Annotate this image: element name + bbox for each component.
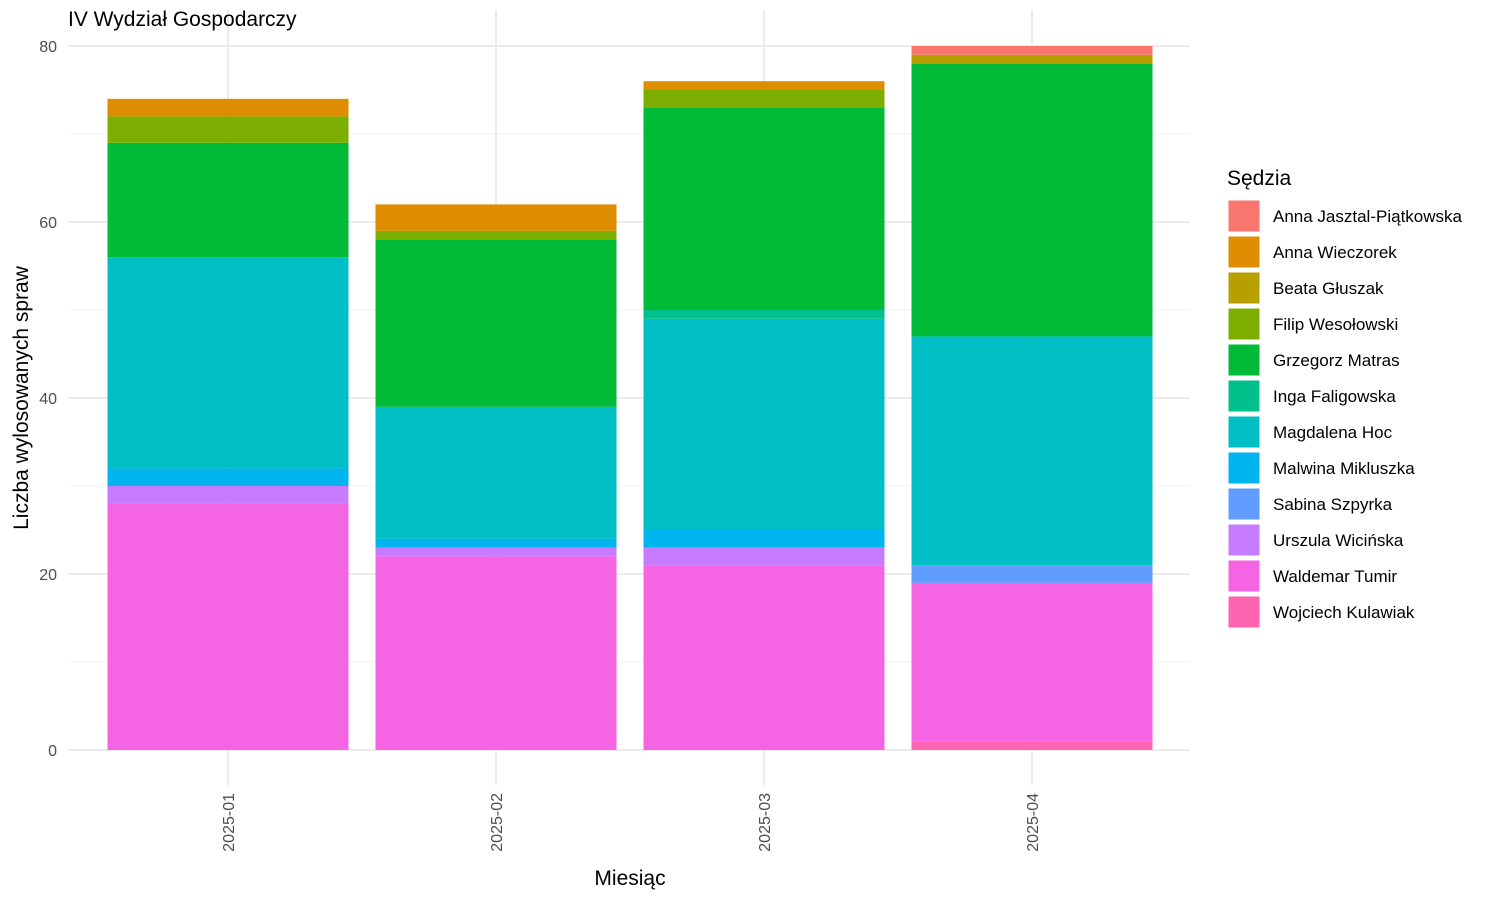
- x-tick-label: 2025-04: [1025, 793, 1042, 852]
- bar-segment: [911, 565, 1153, 583]
- bar-segment: [643, 565, 885, 750]
- legend-label: Anna Wieczorek: [1273, 243, 1397, 262]
- legend-key: [1227, 271, 1261, 305]
- legend-key: [1227, 523, 1261, 557]
- bar-segment: [911, 582, 1153, 742]
- legend-key: [1227, 559, 1261, 593]
- legend-key: [1227, 595, 1261, 629]
- legend-label: Wojciech Kulawiak: [1273, 603, 1415, 622]
- bar-segment: [107, 98, 349, 117]
- legend-label: Magdalena Hoc: [1273, 423, 1393, 442]
- y-tick-label: 80: [39, 39, 57, 56]
- legend-key: [1227, 415, 1261, 449]
- bar-segment: [643, 90, 885, 108]
- legend-title: Sędzia: [1227, 167, 1292, 190]
- bar-segment: [107, 142, 349, 258]
- bar-segment: [911, 336, 1153, 566]
- bar-segment: [375, 204, 617, 231]
- x-tick-label: 2025-02: [489, 793, 506, 852]
- legend-label: Inga Faligowska: [1273, 387, 1396, 406]
- y-axis-title: Liczba wylosowanych spraw: [10, 265, 33, 530]
- y-tick-label: 0: [48, 743, 57, 760]
- y-tick-label: 40: [39, 391, 57, 408]
- legend-key: [1227, 343, 1261, 377]
- bar-segment: [375, 230, 617, 240]
- bar-segment: [375, 239, 617, 407]
- bar-segment: [911, 741, 1153, 750]
- legend-label: Malwina Mikluszka: [1273, 459, 1415, 478]
- legend-items: Anna Jasztal-Piątkowska Anna Wieczorek Bea…: [1227, 199, 1463, 629]
- bar-segment: [911, 63, 1153, 337]
- bar-segment: [643, 310, 885, 319]
- legend-key: [1227, 487, 1261, 521]
- legend: Sędzia Anna Jasztal-Piątkowska Anna Wiecz…: [1227, 167, 1463, 629]
- x-tick-label: 2025-03: [757, 793, 774, 852]
- axis-layer: 0 20 40 60 80 2025-01 2025-02 2025-03 2025-04: [39, 39, 1042, 852]
- bar-segment: [375, 406, 617, 539]
- bar-segment: [643, 547, 885, 566]
- bar-segment: [107, 468, 349, 486]
- bar-segment: [643, 107, 885, 310]
- bar-segment: [107, 503, 349, 750]
- legend-key: [1227, 307, 1261, 341]
- legend-key: [1227, 235, 1261, 269]
- bar-segment: [911, 46, 1153, 55]
- bar-segment: [375, 556, 617, 750]
- x-axis-title: Miesiąc: [594, 867, 665, 890]
- legend-label: Anna Jasztal-Piątkowska: [1273, 207, 1463, 226]
- legend-label: Waldemar Tumir: [1273, 567, 1397, 586]
- legend-key: [1227, 379, 1261, 413]
- bars-layer: [107, 46, 1153, 750]
- bar-segment: [643, 530, 885, 548]
- bar-segment: [643, 318, 885, 530]
- legend-label: Urszula Wicińska: [1273, 531, 1404, 550]
- legend-label: Sabina Szpyrka: [1273, 495, 1393, 514]
- bar-segment: [375, 547, 617, 557]
- bar-segment: [911, 54, 1153, 64]
- legend-key: [1227, 199, 1261, 233]
- y-tick-label: 20: [39, 567, 57, 584]
- legend-label: Grzegorz Matras: [1273, 351, 1400, 370]
- y-tick-label: 60: [39, 215, 57, 232]
- x-tick-label: 2025-01: [221, 793, 238, 852]
- bar-segment: [643, 81, 885, 90]
- legend-label: Filip Wesołowski: [1273, 315, 1398, 334]
- bar-segment: [107, 116, 349, 143]
- bar-segment: [107, 257, 349, 469]
- legend-label: Beata Głuszak: [1273, 279, 1384, 298]
- legend-key: [1227, 451, 1261, 485]
- bar-segment: [375, 538, 617, 548]
- bar-segment: [107, 486, 349, 504]
- chart-title: IV Wydział Gospodarczy: [68, 8, 297, 31]
